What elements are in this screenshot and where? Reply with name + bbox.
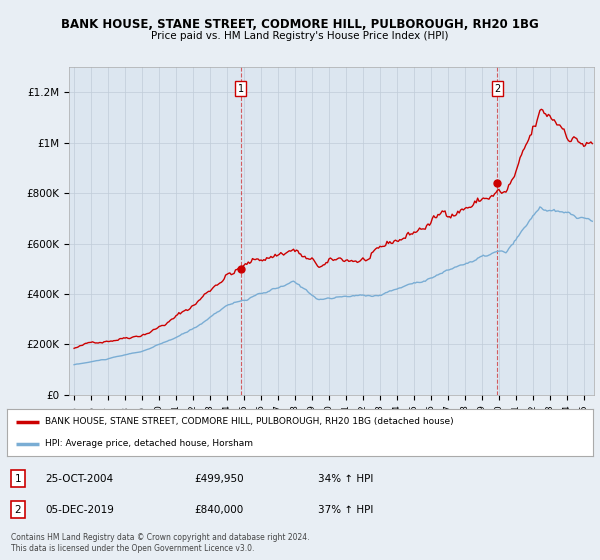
Text: 2: 2 xyxy=(494,83,500,94)
Text: £499,950: £499,950 xyxy=(194,474,244,484)
Text: 37% ↑ HPI: 37% ↑ HPI xyxy=(317,505,373,515)
Text: BANK HOUSE, STANE STREET, CODMORE HILL, PULBOROUGH, RH20 1BG (detached house): BANK HOUSE, STANE STREET, CODMORE HILL, … xyxy=(45,417,454,426)
Text: 1: 1 xyxy=(238,83,244,94)
Text: Price paid vs. HM Land Registry's House Price Index (HPI): Price paid vs. HM Land Registry's House … xyxy=(151,31,449,41)
Text: HPI: Average price, detached house, Horsham: HPI: Average price, detached house, Hors… xyxy=(45,439,253,448)
Text: 2: 2 xyxy=(14,505,21,515)
Text: BANK HOUSE, STANE STREET, CODMORE HILL, PULBOROUGH, RH20 1BG: BANK HOUSE, STANE STREET, CODMORE HILL, … xyxy=(61,18,539,31)
Text: 25-OCT-2004: 25-OCT-2004 xyxy=(45,474,113,484)
Text: 05-DEC-2019: 05-DEC-2019 xyxy=(45,505,114,515)
Text: 1: 1 xyxy=(14,474,21,484)
Text: £840,000: £840,000 xyxy=(194,505,244,515)
Text: 34% ↑ HPI: 34% ↑ HPI xyxy=(317,474,373,484)
Text: Contains HM Land Registry data © Crown copyright and database right 2024.
This d: Contains HM Land Registry data © Crown c… xyxy=(11,533,310,553)
